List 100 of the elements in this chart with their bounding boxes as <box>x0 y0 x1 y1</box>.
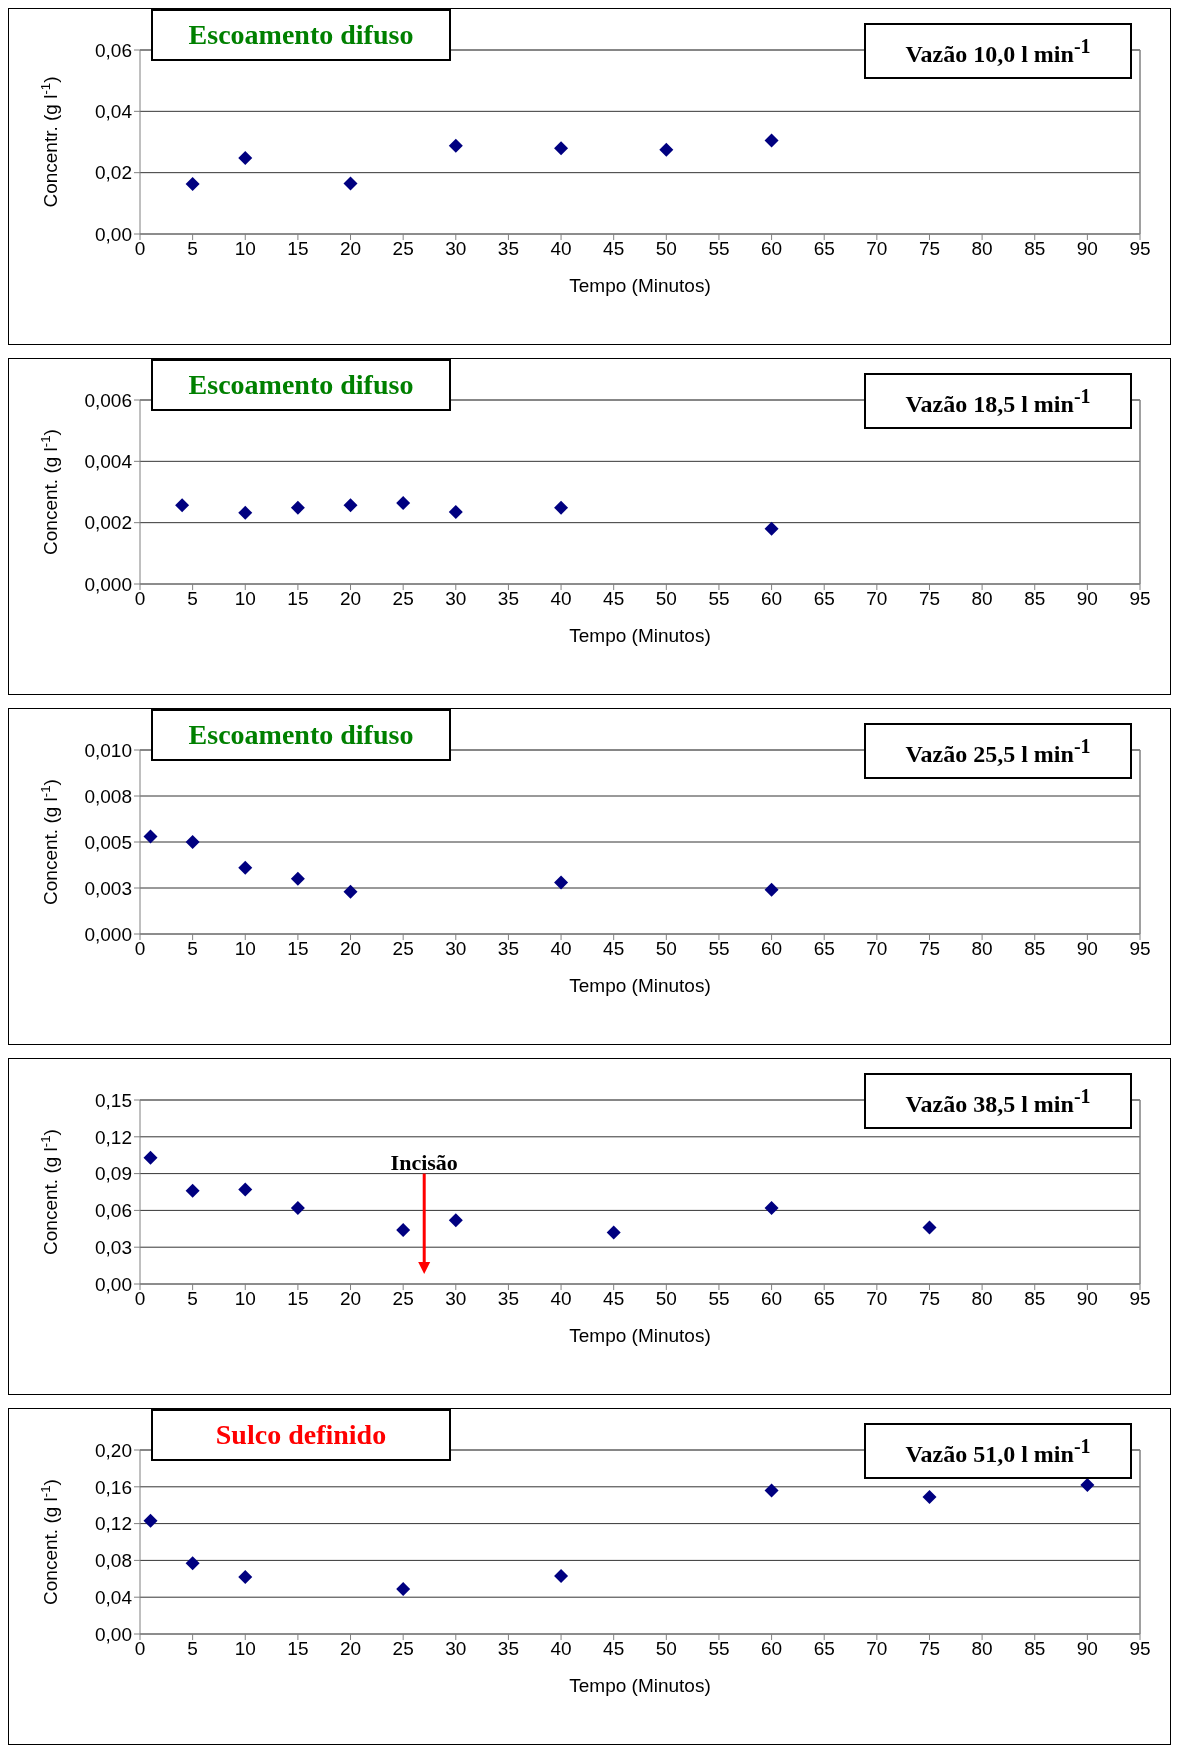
point <box>764 1483 779 1498</box>
x-tick-label: 80 <box>971 938 993 960</box>
point <box>343 498 358 513</box>
x-tick-label: 80 <box>971 1288 993 1310</box>
x-tick-label: 0 <box>134 938 146 960</box>
point <box>238 860 253 875</box>
x-tick-label: 50 <box>655 938 677 960</box>
y-tick-label: 0,06 <box>95 1200 132 1222</box>
y-tick-label: 0,010 <box>84 739 132 761</box>
chart-subtitle: Vazão 18,5 l min$^{-1}$ <box>905 384 1091 418</box>
x-tick-label: 25 <box>392 1638 414 1660</box>
x-tick-label: 85 <box>1024 938 1046 960</box>
x-tick-label: 45 <box>603 1288 625 1310</box>
x-tick-label: 55 <box>708 1288 730 1310</box>
point <box>185 1183 200 1198</box>
y-tick-label: 0,02 <box>95 162 132 184</box>
y-tick-label: 0,003 <box>84 877 132 899</box>
x-tick-label: 60 <box>761 1638 783 1660</box>
x-tick-label: 5 <box>187 938 198 960</box>
x-tick-label: 60 <box>761 1288 783 1310</box>
x-tick-label: 60 <box>761 938 783 960</box>
y-tick-label: 0,04 <box>95 1586 133 1608</box>
point <box>922 1489 937 1504</box>
point <box>1080 1477 1095 1492</box>
point <box>143 1513 158 1528</box>
point <box>290 1200 305 1215</box>
point <box>448 504 463 519</box>
y-tick-label: 0,20 <box>95 1439 132 1461</box>
text-box: Vazão 51,0 l min$^{-1}$ <box>864 1423 1132 1479</box>
x-tick-label: 30 <box>445 1638 467 1660</box>
y-tick-label: 0,06 <box>95 39 132 61</box>
y-tick-label: 0,006 <box>84 389 132 411</box>
y-tick-label: 0,000 <box>84 573 132 595</box>
x-tick-label: 20 <box>339 1288 362 1310</box>
y-tick-label: 0,08 <box>95 1550 132 1572</box>
y-tick-label: 0,09 <box>95 1163 132 1185</box>
ref-line-label: Incisão <box>390 1149 458 1175</box>
point <box>396 1581 411 1596</box>
y-tick-label: 0,04 <box>95 101 133 123</box>
x-tick-label: 95 <box>1129 1638 1151 1660</box>
x-tick-label: 25 <box>392 588 414 610</box>
chart-subtitle: Vazão 25,5 l min$^{-1}$ <box>905 734 1091 768</box>
text-box: Vazão 18,5 l min$^{-1}$ <box>864 373 1132 429</box>
x-tick-label: 45 <box>603 1638 625 1660</box>
x-tick-label: 20 <box>339 588 362 610</box>
point <box>396 496 411 511</box>
x-axis-title: Tempo (Minutos) <box>569 625 711 646</box>
chart-subtitle: Vazão 10,0 l min$^{-1}$ <box>905 34 1091 68</box>
x-tick-label: 80 <box>971 588 993 610</box>
x-tick-label: 90 <box>1076 1288 1098 1310</box>
x-tick-label: 25 <box>392 238 414 260</box>
x-tick-label: 25 <box>392 1288 414 1310</box>
point <box>290 871 305 886</box>
x-tick-label: 25 <box>392 938 414 960</box>
x-tick-label: 85 <box>1024 588 1046 610</box>
x-tick-label: 30 <box>445 238 467 260</box>
text-box: Vazão 25,5 l min$^{-1}$ <box>864 723 1132 779</box>
x-tick-label: 70 <box>866 1638 888 1660</box>
point <box>175 498 190 513</box>
x-tick-label: 40 <box>550 1638 572 1660</box>
x-tick-label: 65 <box>813 588 835 610</box>
x-tick-label: 0 <box>134 1638 146 1660</box>
y-tick-label: 0,15 <box>95 1089 132 1111</box>
x-tick-label: 55 <box>708 238 730 260</box>
point <box>238 505 253 520</box>
x-tick-label: 30 <box>445 588 467 610</box>
y-tick-label: 0,00 <box>95 1273 132 1295</box>
x-tick-label: 40 <box>550 1288 572 1310</box>
point <box>554 875 569 890</box>
x-tick-label: 20 <box>339 238 362 260</box>
chart-title: Escoamento difuso <box>188 369 414 401</box>
point <box>143 829 158 844</box>
point <box>764 1200 779 1215</box>
x-tick-label: 65 <box>813 1638 835 1660</box>
text-box: Escoamento difuso <box>151 359 451 411</box>
x-tick-label: 90 <box>1076 238 1098 260</box>
x-tick-label: 40 <box>550 938 572 960</box>
x-tick-label: 10 <box>234 938 256 960</box>
x-tick-label: 20 <box>339 938 362 960</box>
text-box: Vazão 38,5 l min$^{-1}$ <box>864 1073 1132 1129</box>
x-tick-label: 15 <box>287 1638 309 1660</box>
point <box>185 177 200 192</box>
text-box: Escoamento difuso <box>151 9 451 61</box>
x-tick-label: 70 <box>866 1288 888 1310</box>
x-axis-title: Tempo (Minutos) <box>569 975 711 996</box>
x-tick-label: 5 <box>187 1288 198 1310</box>
text-box: Escoamento difuso <box>151 709 451 761</box>
x-tick-label: 60 <box>761 238 783 260</box>
x-tick-label: 75 <box>918 1288 941 1310</box>
x-tick-label: 85 <box>1024 1638 1046 1660</box>
x-tick-label: 55 <box>708 938 730 960</box>
point <box>396 1223 411 1238</box>
point <box>238 1569 253 1584</box>
x-tick-label: 50 <box>655 588 677 610</box>
x-tick-label: 10 <box>234 588 256 610</box>
y-tick-label: 0,008 <box>84 785 132 807</box>
x-tick-label: 70 <box>866 938 888 960</box>
x-tick-label: 15 <box>287 238 309 260</box>
x-tick-label: 75 <box>918 238 941 260</box>
x-tick-label: 75 <box>918 588 941 610</box>
